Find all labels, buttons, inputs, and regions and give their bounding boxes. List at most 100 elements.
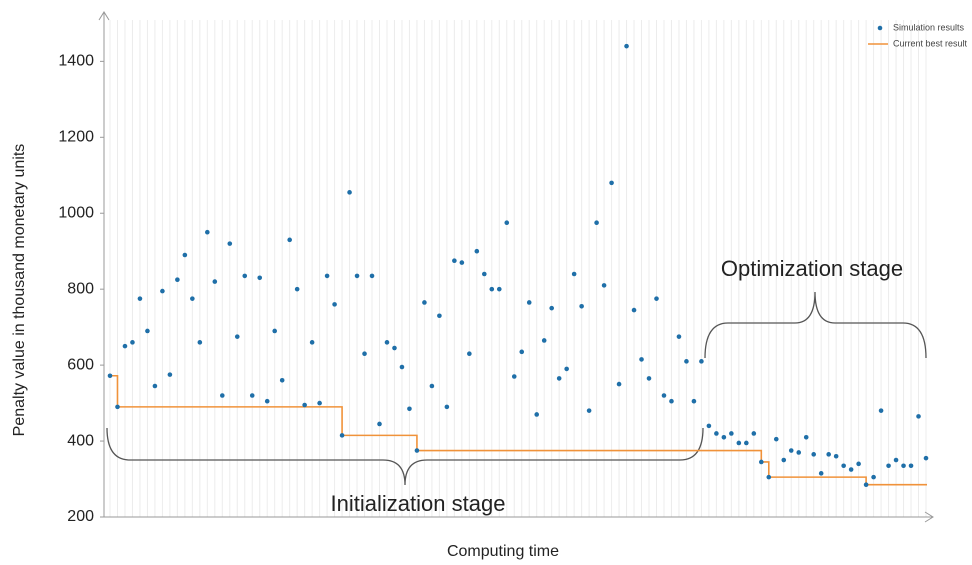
point: [511, 374, 517, 379]
point: [586, 408, 592, 413]
point: [624, 43, 629, 49]
point: [474, 248, 480, 254]
point: [347, 190, 352, 195]
point: [317, 400, 322, 406]
point: [616, 381, 622, 387]
point: [167, 372, 173, 377]
point: [227, 241, 233, 246]
point: [856, 461, 861, 467]
point: [564, 366, 569, 372]
point: [197, 340, 203, 345]
point: [130, 340, 135, 345]
point: [377, 421, 382, 427]
point: [324, 273, 330, 279]
point: [526, 300, 532, 305]
point: [901, 463, 906, 469]
point: [444, 404, 450, 410]
point: [691, 398, 697, 404]
point: [661, 393, 667, 398]
point: [601, 283, 607, 288]
point: [848, 467, 854, 472]
point: [272, 328, 277, 334]
point: [519, 349, 525, 355]
y-tick-label: 1400: [58, 53, 94, 70]
point: [362, 351, 367, 357]
point: [699, 359, 704, 364]
point: [160, 288, 165, 294]
point: [729, 431, 734, 436]
point: [744, 440, 749, 446]
point: [669, 398, 674, 404]
point: [916, 414, 921, 419]
y-tick-label: 200: [67, 508, 94, 525]
point: [736, 440, 742, 446]
point: [234, 334, 240, 339]
point: [145, 328, 150, 334]
x-axis-arrow: [924, 511, 934, 523]
point: [339, 433, 345, 438]
point: [811, 452, 817, 457]
point: [594, 220, 599, 226]
point: [579, 303, 584, 309]
point: [467, 351, 472, 357]
point: [107, 373, 113, 379]
point: [287, 237, 292, 243]
point: [137, 296, 143, 301]
point: [759, 459, 764, 465]
annotation: Initialization stage: [331, 491, 506, 516]
optimization-brace: [704, 291, 927, 359]
point: [609, 180, 614, 186]
point: [908, 463, 914, 469]
y-axis-label: Penalty value in thousand monetary units: [11, 144, 28, 437]
point: [294, 286, 300, 292]
point: [766, 474, 772, 480]
point: [803, 434, 809, 440]
point: [152, 383, 158, 389]
point: [422, 300, 427, 305]
point: [541, 338, 547, 343]
point: [399, 364, 405, 370]
point: [841, 463, 846, 469]
point: [706, 423, 712, 429]
point: [654, 296, 659, 301]
vertical-grid: [109, 20, 927, 517]
point: [504, 220, 510, 226]
point: [414, 448, 420, 453]
point: [392, 345, 397, 351]
x-axis-label: Computing time: [447, 543, 559, 560]
point: [684, 359, 689, 364]
annotation: Optimization stage: [721, 256, 903, 281]
point: [781, 457, 787, 463]
point: [534, 412, 540, 417]
point: [115, 404, 120, 410]
y-axis-arrow: [98, 11, 110, 21]
point: [384, 340, 390, 345]
point: [878, 408, 884, 413]
point: [182, 252, 188, 258]
point: [796, 450, 802, 455]
point: [264, 398, 270, 404]
point: [923, 455, 929, 461]
point: [482, 271, 487, 277]
point: [489, 286, 495, 292]
point: [354, 273, 360, 279]
point: [242, 273, 248, 279]
point: [721, 434, 727, 440]
point: [122, 343, 128, 349]
point: [833, 453, 839, 459]
point: [429, 383, 435, 389]
point: [212, 279, 218, 284]
point: [205, 229, 210, 235]
point: [496, 286, 502, 292]
y-tick-label: 1200: [58, 129, 94, 146]
point: [818, 471, 824, 476]
point: [871, 474, 876, 480]
initialization-brace: [106, 427, 704, 486]
point: [893, 457, 899, 463]
y-tick-label: 400: [67, 432, 94, 449]
legend-label: Simulation results: [893, 22, 965, 32]
point: [773, 436, 779, 442]
point: [826, 452, 831, 457]
point: [302, 402, 307, 408]
point: [459, 260, 465, 265]
